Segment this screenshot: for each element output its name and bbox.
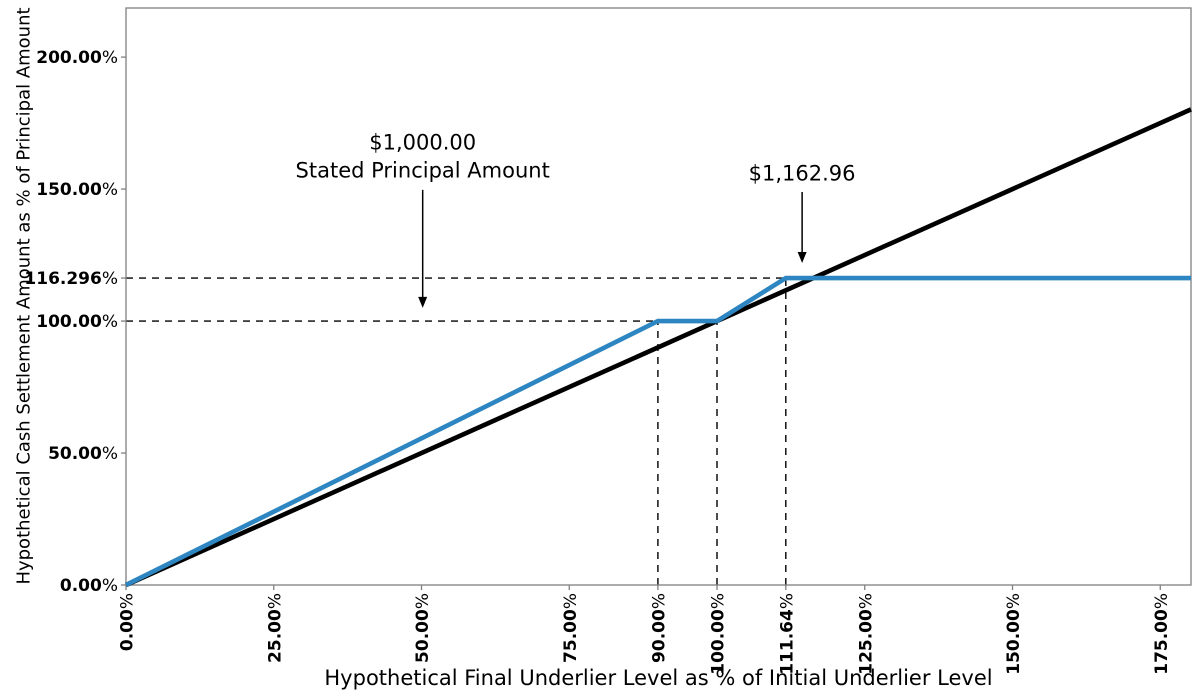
cash-settlement-payoff-line	[124, 275, 1191, 588]
y-tick-label: 116.296%	[24, 269, 118, 289]
x-tick-label: 50.00%	[413, 593, 433, 663]
stated-principal-annotation-arrowhead-icon	[418, 296, 428, 308]
stated-principal-annotation-text: $1,000.00	[369, 131, 476, 155]
x-tick-label: 125.00%	[856, 593, 876, 675]
y-tick-label: 200.00%	[36, 48, 118, 68]
y-tick-label: 0.00%	[60, 576, 118, 596]
x-tick-label: 111.64%	[777, 593, 797, 675]
y-tick-label: 150.00%	[36, 180, 118, 200]
x-tick-label: 175.00%	[1152, 593, 1172, 675]
stated-principal-annotation-text: Stated Principal Amount	[296, 159, 550, 183]
max-settlement-annotation-arrowhead-icon	[797, 251, 807, 263]
underlier-level-reference-line	[125, 107, 1192, 588]
x-tick-label: 25.00%	[265, 593, 285, 663]
x-tick-label: 90.00%	[649, 593, 669, 663]
x-tick-label: 100.00%	[709, 593, 729, 675]
max-settlement-annotation-text: $1,162.96	[749, 162, 856, 186]
x-tick-label: 75.00%	[561, 593, 581, 663]
plot-border	[125, 7, 1192, 586]
x-tick-label: 150.00%	[1004, 593, 1024, 675]
x-tick-label: 0.00%	[118, 593, 138, 651]
y-tick-label: 100.00%	[36, 312, 118, 332]
y-axis-title: Hypothetical Cash Settlement Amount as %…	[13, 7, 35, 585]
y-tick-label: 50.00%	[48, 444, 118, 464]
x-axis-title: Hypothetical Final Underlier Level as % …	[324, 666, 993, 690]
